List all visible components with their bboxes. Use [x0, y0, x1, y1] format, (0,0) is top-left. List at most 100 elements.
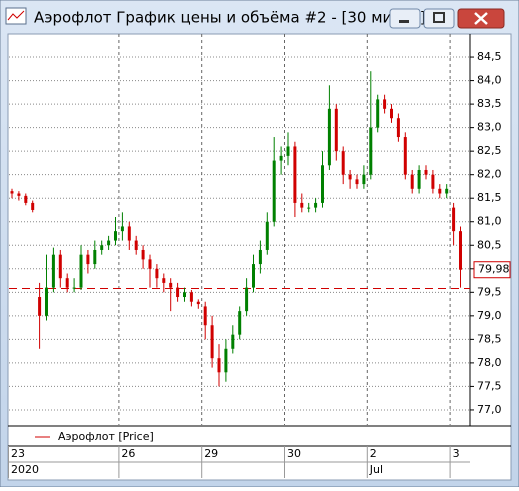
- candle-body: [107, 240, 111, 246]
- candle-body: [189, 292, 193, 302]
- candle-body: [293, 146, 297, 203]
- y-tick-label: 81,0: [477, 215, 502, 228]
- candle-body: [176, 287, 180, 298]
- candle-body: [403, 137, 407, 175]
- candle-body: [72, 287, 76, 289]
- candle-body: [417, 169, 421, 189]
- candle-body: [341, 151, 345, 175]
- candle-body: [51, 254, 55, 288]
- candle-body: [183, 292, 186, 298]
- candle-body: [314, 202, 318, 208]
- maximize-button[interactable]: [423, 8, 455, 29]
- minimize-icon: [399, 20, 409, 23]
- x-tick-label: 3: [453, 447, 460, 460]
- candle-body: [369, 127, 373, 175]
- candle-body: [65, 278, 69, 288]
- candle-body: [58, 254, 62, 279]
- candle-body: [300, 202, 304, 208]
- candle-body: [327, 108, 331, 166]
- candle-body: [348, 174, 352, 180]
- y-tick-label: 80,5: [477, 238, 502, 251]
- y-tick-label: 84,5: [477, 50, 502, 63]
- candle-body: [217, 358, 221, 373]
- y-tick-label: 82,0: [477, 168, 502, 181]
- candle-body: [252, 264, 255, 288]
- candle-body: [272, 160, 276, 222]
- candle-body: [38, 297, 42, 316]
- candle-body: [424, 169, 428, 175]
- candle-body: [410, 174, 414, 189]
- last-price-label: 79,98: [478, 263, 510, 276]
- candle-body: [231, 334, 235, 349]
- candle-body: [24, 195, 28, 203]
- y-tick-label: 82,5: [477, 144, 502, 157]
- candle-body: [10, 191, 14, 194]
- app-icon-line: [7, 10, 25, 21]
- y-tick-label: 83,0: [477, 121, 502, 134]
- candle-body: [286, 146, 290, 156]
- x-tick-label: 29: [204, 447, 218, 460]
- candle-body: [100, 245, 104, 250]
- candle-body: [162, 278, 166, 283]
- candle-body: [307, 207, 311, 209]
- candle-body: [438, 188, 442, 194]
- candle-body: [141, 249, 145, 260]
- candle-body: [258, 249, 262, 265]
- candle-body: [355, 179, 359, 185]
- candle-body: [155, 268, 159, 279]
- candle-body: [459, 231, 462, 270]
- close-icon: [474, 12, 488, 25]
- candle-body: [120, 226, 124, 232]
- candle-body: [431, 174, 435, 189]
- x-tick-label: 30: [287, 447, 301, 460]
- window-title: Аэрофлот График цены и объёма #2 - [30 м…: [34, 9, 426, 27]
- candle-body: [452, 207, 456, 232]
- candle-body: [396, 118, 400, 138]
- candle-body: [127, 226, 131, 241]
- y-tick-label: 79,5: [477, 285, 502, 298]
- candle-body: [376, 99, 380, 128]
- y-tick-label: 81,5: [477, 191, 502, 204]
- candle-body: [390, 108, 393, 119]
- candle-body: [238, 311, 242, 335]
- candle-body: [334, 108, 338, 152]
- y-tick-label: 84,0: [477, 74, 502, 87]
- app-icon: [5, 7, 27, 25]
- x-tick-label: 26: [121, 447, 135, 460]
- y-tick-label: 77,0: [477, 403, 502, 416]
- candle-body: [265, 221, 269, 250]
- maximize-icon: [433, 12, 445, 23]
- candle-body: [86, 254, 90, 265]
- candle-body: [45, 287, 48, 316]
- candle-body: [210, 325, 214, 359]
- candle-body: [169, 282, 173, 288]
- minimize-button[interactable]: [389, 8, 421, 29]
- x-tick-label: 2: [370, 447, 377, 460]
- y-tick-label: 78,0: [477, 356, 502, 369]
- candle-body: [203, 306, 207, 326]
- candle-body: [245, 287, 249, 312]
- candle-body: [79, 254, 83, 288]
- candle-body: [93, 249, 97, 265]
- candle-body: [134, 240, 138, 250]
- x-tick-label: 23: [11, 447, 25, 460]
- candle-body: [114, 231, 117, 241]
- candle-body: [224, 348, 228, 373]
- x-period-label: Jul: [369, 463, 383, 476]
- candle-body: [362, 174, 366, 185]
- candle-body: [17, 193, 21, 196]
- candle-body: [31, 202, 35, 210]
- candle-body: [321, 165, 324, 203]
- candle-body: [445, 188, 449, 194]
- candle-body: [196, 301, 200, 305]
- y-tick-label: 77,5: [477, 379, 502, 392]
- candle-body: [383, 99, 387, 109]
- y-tick-label: 78,5: [477, 332, 502, 345]
- candle-body: [148, 259, 152, 269]
- legend-label: Аэрофлот [Price]: [58, 430, 154, 443]
- y-tick-label: 79,0: [477, 309, 502, 322]
- last-price-box: [473, 261, 511, 279]
- x-period-label: 2020: [11, 463, 39, 476]
- candle-body: [279, 155, 283, 161]
